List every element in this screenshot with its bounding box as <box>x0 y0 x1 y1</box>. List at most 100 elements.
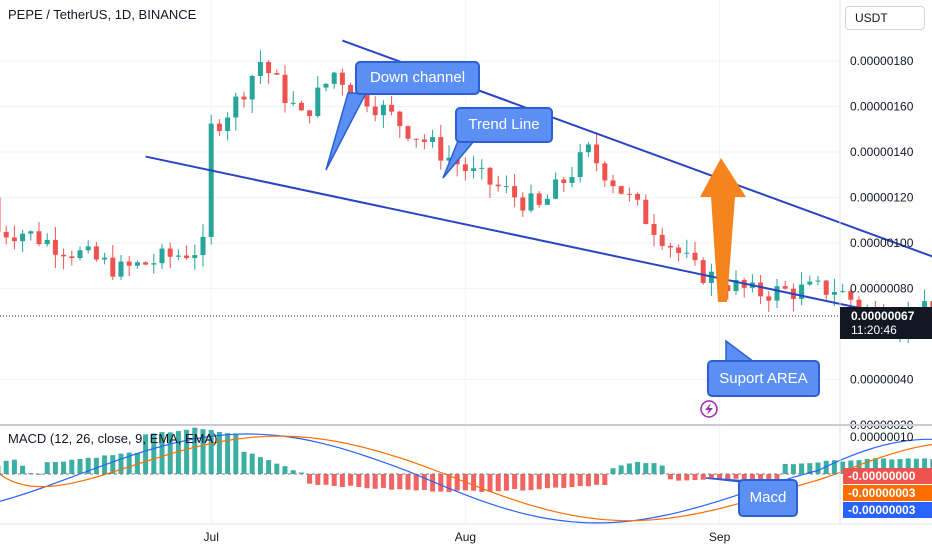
candle-body <box>364 88 370 107</box>
macd-histogram-bar <box>692 474 698 481</box>
macd-histogram-bar <box>872 458 878 474</box>
macd-histogram-bar <box>643 463 649 474</box>
candle-body <box>438 137 444 161</box>
price-tick-label: 0.00000160 <box>850 100 914 114</box>
macd-histogram-bar <box>0 465 1 474</box>
macd-histogram-bar <box>192 427 198 474</box>
candle-body <box>676 247 682 253</box>
candle-body <box>274 73 280 75</box>
macd-histogram-bar <box>536 474 542 490</box>
candle-body <box>28 231 34 234</box>
lightning-bolt-glyph <box>705 403 713 415</box>
current-price-value: 0.00000067 <box>851 309 915 323</box>
candle-body <box>659 234 665 246</box>
macd-histogram-bar <box>618 465 624 474</box>
candle-body <box>766 296 772 301</box>
candle-body <box>610 180 616 187</box>
callout-support-area: Suport AREA <box>707 360 820 397</box>
candle-body <box>930 301 932 308</box>
candle-body <box>134 262 140 266</box>
macd-histogram-bar <box>405 474 411 490</box>
price-tick-label: 0.00000100 <box>850 236 914 250</box>
candle-body <box>667 245 673 248</box>
candle-body <box>430 137 436 143</box>
macd-histogram-bar <box>766 474 772 480</box>
macd-histogram-bar <box>397 474 403 490</box>
macd-histogram-badge: -0.00000000 <box>843 468 932 484</box>
candle-body <box>3 231 9 238</box>
candle-body <box>348 84 354 94</box>
macd-histogram-bar <box>676 474 682 481</box>
candle-body <box>380 104 386 116</box>
candle-body <box>618 186 624 194</box>
macd-histogram-bar <box>216 431 222 474</box>
time-axis[interactable]: JulAugSepOctNov <box>204 530 932 544</box>
candle-body <box>184 255 190 259</box>
macd-histogram-bar <box>315 474 321 485</box>
macd-histogram-bar <box>175 431 181 474</box>
macd-histogram-bar <box>667 474 673 480</box>
macd-histogram <box>0 427 932 492</box>
macd-histogram-bar <box>380 474 386 488</box>
macd-histogram-bar <box>807 463 813 474</box>
price-tick-label: 0.00000180 <box>850 54 914 68</box>
macd-signal-badge: -0.00000003 <box>843 485 932 501</box>
macd-histogram-bar <box>61 461 67 474</box>
macd-indicator-title: MACD (12, 26, close, 9, EMA, EMA) <box>8 431 218 446</box>
macd-histogram-bar <box>774 474 780 481</box>
macd-histogram-bar <box>225 433 231 474</box>
macd-histogram-bar <box>241 451 247 474</box>
macd-histogram-bar <box>831 460 837 474</box>
macd-histogram-bar <box>430 474 436 492</box>
candle-body <box>151 263 157 265</box>
candle-body <box>102 257 108 260</box>
macd-histogram-bar <box>758 474 764 481</box>
macd-histogram-bar <box>282 466 288 474</box>
macd-histogram-bar <box>331 474 337 486</box>
macd-histogram-bar <box>610 468 616 474</box>
pane-divider[interactable] <box>0 424 932 426</box>
candle-body <box>85 246 91 251</box>
macd-histogram-bar <box>44 462 50 474</box>
price-tick-label: 0.00000040 <box>850 373 914 387</box>
macd-histogram-bar <box>749 474 755 481</box>
candle-body <box>544 198 550 205</box>
candle-body <box>323 83 329 88</box>
price-tick-label: 0.00000140 <box>850 145 914 159</box>
macd-histogram-bar <box>782 463 788 474</box>
candle-body <box>61 254 67 257</box>
macd-histogram-bar <box>85 457 91 474</box>
price-tick-label: 0.00000120 <box>850 191 914 205</box>
macd-histogram-bar <box>372 474 378 489</box>
candle-body <box>651 223 657 235</box>
candle-body <box>249 75 255 100</box>
macd-histogram-bar <box>208 429 214 474</box>
macd-histogram-bar <box>307 474 313 484</box>
macd-histogram-bar <box>913 458 919 474</box>
candle-body <box>233 96 239 118</box>
macd-histogram-bar <box>495 474 501 492</box>
macd-histogram-bar <box>52 461 58 474</box>
macd-line-badge: -0.00000003 <box>843 502 932 518</box>
currency-selector-button[interactable]: USDT <box>845 6 925 30</box>
macd-histogram-bar <box>741 474 747 479</box>
price-axis[interactable]: 0.00000180 0.00000160 0.00000140 0.00000120… <box>850 54 914 432</box>
macd-histogram-bar <box>389 474 395 490</box>
candle-body <box>93 246 99 260</box>
macd-histogram-bar <box>848 460 854 474</box>
candle-body <box>192 255 198 259</box>
candle-body <box>339 72 345 85</box>
macd-histogram-bar <box>143 434 149 474</box>
macd-histogram-bar <box>561 474 567 488</box>
candle-body <box>167 248 173 257</box>
macd-histogram-bar <box>651 463 657 474</box>
up-arrow-icon <box>700 158 746 302</box>
candle-body <box>290 102 296 104</box>
macd-histogram-bar <box>93 457 99 474</box>
candle-body <box>577 152 583 178</box>
candle-body <box>413 138 419 140</box>
candle-body <box>143 262 149 265</box>
candle-body <box>569 177 575 183</box>
callout-down-channel: Down channel <box>355 61 480 95</box>
